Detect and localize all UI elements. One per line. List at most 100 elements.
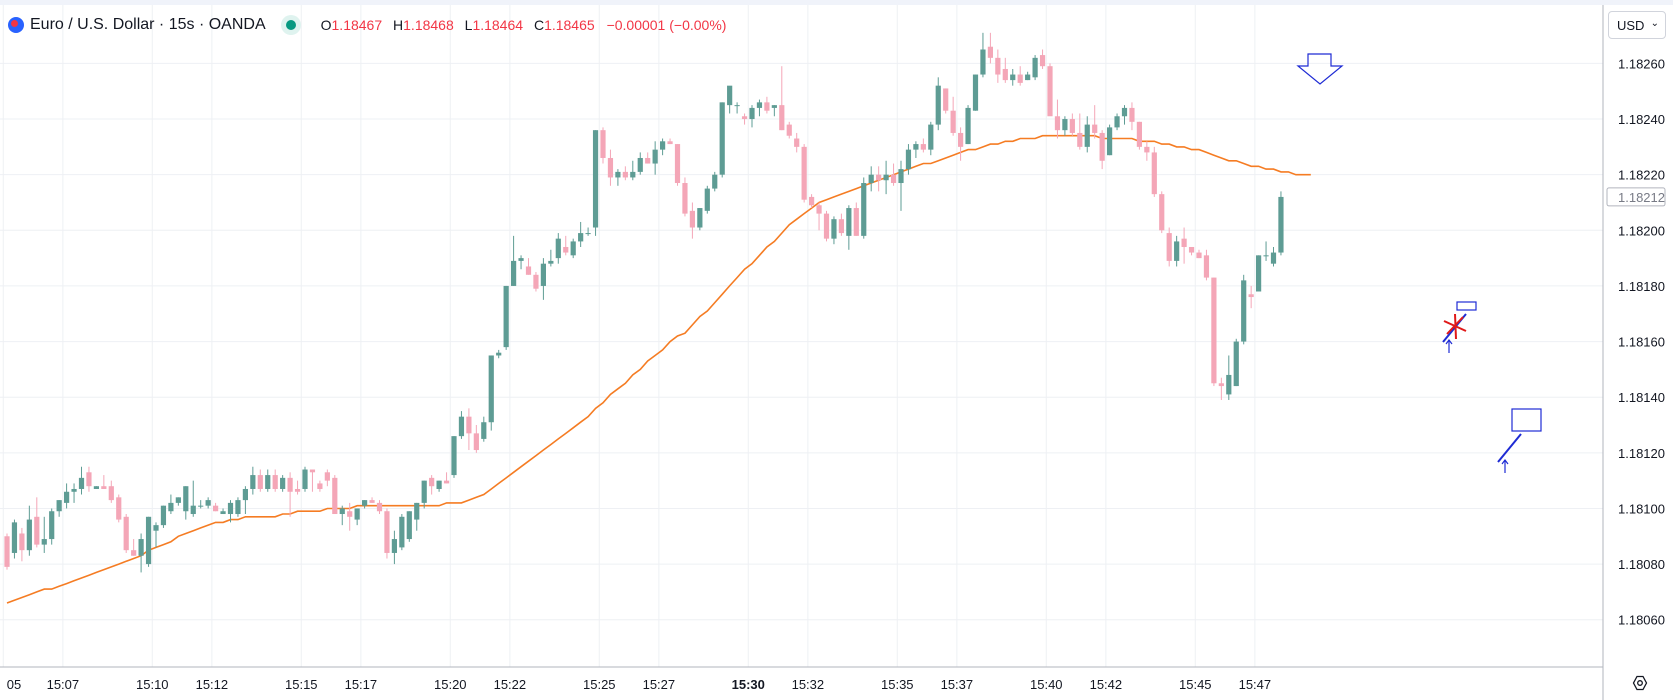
- candle: [116, 494, 122, 523]
- price-tick-label: 1.18260: [1618, 56, 1665, 71]
- candle: [414, 502, 420, 531]
- candle-body: [1159, 194, 1165, 231]
- candle: [786, 121, 792, 139]
- candle: [242, 486, 248, 515]
- candle-body: [1233, 341, 1239, 387]
- candle: [905, 144, 912, 175]
- candle: [920, 138, 926, 153]
- candle: [1121, 105, 1128, 125]
- candle: [496, 349, 502, 359]
- sell-arrow-down-icon[interactable]: [1296, 53, 1344, 85]
- price-tick-label: 1.18200: [1618, 223, 1665, 238]
- symbol-legend[interactable]: Euro / U.S. Dollar · 15s · OANDA O1.1846…: [8, 14, 726, 36]
- candle-body: [317, 483, 323, 489]
- candle: [831, 216, 837, 245]
- entry-box-large[interactable]: [1511, 408, 1542, 432]
- candle-body: [175, 497, 181, 503]
- candle: [697, 208, 703, 231]
- candle: [145, 516, 152, 567]
- candle: [756, 99, 763, 117]
- candle-body: [1203, 255, 1210, 278]
- candle-body: [496, 352, 502, 356]
- candle-body: [272, 475, 278, 489]
- candle: [1047, 63, 1053, 117]
- candle-body: [1256, 255, 1262, 292]
- candle: [734, 102, 740, 114]
- candle-body: [600, 130, 606, 158]
- drawing-annotations[interactable]: [1296, 53, 1542, 473]
- candle-body: [689, 210, 695, 228]
- candle: [1181, 227, 1187, 264]
- candle-body: [4, 536, 10, 567]
- market-status-icon[interactable]: [285, 20, 296, 30]
- candle: [555, 233, 561, 264]
- entry-box-small[interactable]: [1456, 301, 1477, 311]
- settings-button[interactable]: [1628, 671, 1652, 695]
- candle-body: [1136, 121, 1142, 147]
- candle-body: [1211, 277, 1217, 384]
- currency-select[interactable]: USD ⌄: [1608, 11, 1666, 39]
- candle: [995, 49, 1001, 83]
- time-tick-label: 15:12: [196, 677, 229, 692]
- candle-body: [704, 188, 710, 211]
- trend-line-large[interactable]: [1497, 433, 1522, 463]
- candle-body: [49, 511, 55, 540]
- candle-body: [1188, 246, 1195, 253]
- low-label: L: [464, 17, 473, 33]
- candle: [451, 436, 457, 478]
- candle-body: [1226, 374, 1232, 395]
- candle-body: [779, 105, 785, 131]
- candle: [183, 486, 189, 520]
- candle: [78, 466, 85, 495]
- change-value: −0.00001 (−0.00%): [606, 17, 727, 33]
- candle-body: [265, 475, 271, 489]
- candle-body: [123, 516, 129, 551]
- candle: [727, 85, 733, 114]
- candle: [4, 533, 10, 570]
- candle-body: [585, 233, 591, 235]
- candle: [511, 235, 517, 286]
- candle: [928, 121, 934, 156]
- candle-body: [592, 130, 599, 228]
- candle-body: [414, 502, 420, 520]
- currency-label: USD: [1617, 17, 1645, 33]
- candle-body: [928, 124, 934, 150]
- candle-body: [1092, 124, 1098, 133]
- candle-body: [376, 502, 383, 512]
- candle-body: [831, 219, 837, 239]
- price-axis[interactable]: 1.18260 1.18240 1.18220 1.18200 1.18180 1.181…: [1618, 56, 1665, 627]
- candle-body: [570, 241, 576, 256]
- candle: [503, 285, 509, 350]
- candle-body: [980, 49, 986, 75]
- symbol-logo-icon: [8, 17, 24, 33]
- candle-body: [503, 285, 509, 348]
- candle-body: [19, 533, 25, 551]
- chevron-down-icon: ⌄: [1650, 18, 1659, 29]
- candle: [11, 519, 18, 559]
- candle: [980, 32, 986, 78]
- candle: [1270, 246, 1277, 267]
- symbol-title[interactable]: Euro / U.S. Dollar · 15s · OANDA: [30, 16, 266, 33]
- time-tick-label: 15:30: [732, 677, 765, 692]
- candle: [1151, 146, 1157, 197]
- candle-body: [682, 183, 688, 214]
- candle: [443, 472, 450, 484]
- candle: [1188, 246, 1195, 256]
- candle-body: [436, 480, 442, 489]
- close-label: C: [533, 17, 545, 33]
- candle-body: [518, 258, 524, 261]
- time-tick-label: 15:27: [643, 677, 676, 692]
- candle: [131, 539, 137, 556]
- candle-body: [749, 107, 755, 120]
- candle: [779, 66, 785, 131]
- candle-body: [324, 472, 330, 481]
- candle-body: [220, 511, 226, 515]
- candle: [1039, 49, 1046, 69]
- candle-body: [898, 169, 904, 184]
- candle: [257, 469, 263, 492]
- time-axis[interactable]: 05 15:07 15:10 15:12 15:15 15:17 15:20 15:22 15:…: [7, 677, 1271, 692]
- candle: [56, 500, 62, 517]
- candle: [660, 138, 666, 156]
- arrow-up-marker-icon: [1501, 459, 1509, 473]
